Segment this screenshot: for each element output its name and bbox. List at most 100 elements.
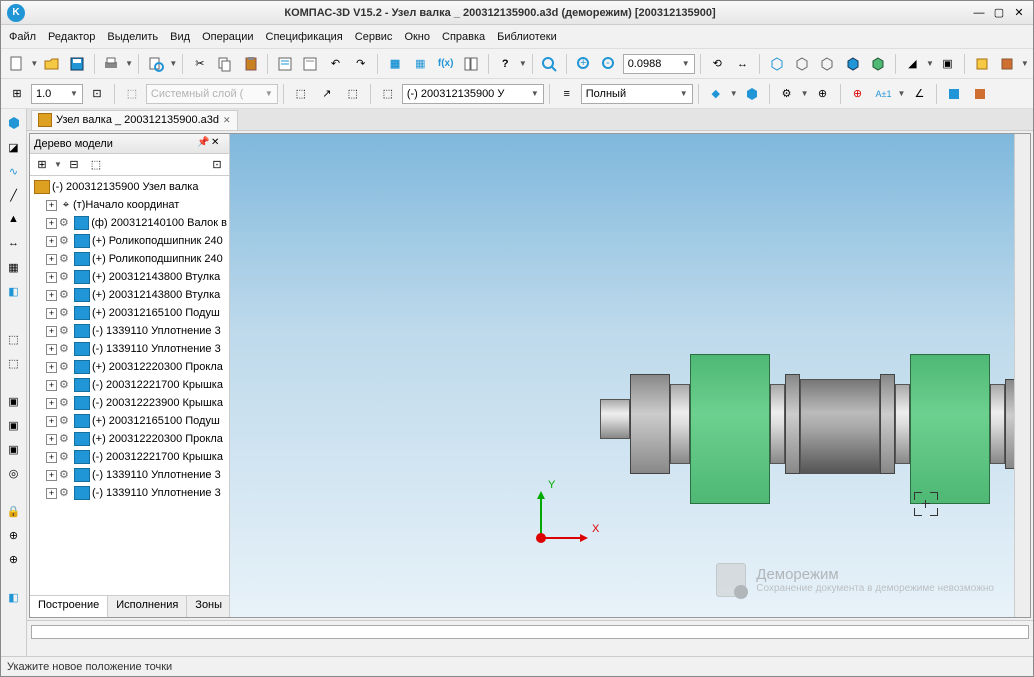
tree-body[interactable]: (-) 200312135900 Узел валка + ⌖ (т)Начал… [30,176,229,595]
menu-spec[interactable]: Спецификация [266,31,343,43]
expand-icon[interactable]: + [46,398,57,409]
tree-item[interactable]: +⚙(-) 1339110 Уплотнение 3 [32,322,227,340]
expand-icon[interactable]: + [46,308,57,319]
ortho-button[interactable]: ⊞ [5,82,29,106]
ltool-cube-icon[interactable] [4,113,24,133]
ltool-sketch-icon[interactable]: ⬚ [4,329,24,349]
ltool-point-icon[interactable]: ▲ [4,209,24,229]
menu-ops[interactable]: Операции [202,31,253,43]
proj1-button[interactable]: ⬚ [289,82,313,106]
tree-root[interactable]: (-) 200312135900 Узел валка [32,178,227,196]
props2-button[interactable] [298,52,321,76]
expand-icon[interactable]: + [46,488,57,499]
cube1-button[interactable] [970,52,993,76]
doc-tab[interactable]: Узел валка _ 200312135900.a3d ✕ [31,110,238,130]
menu-edit[interactable]: Редактор [48,31,95,43]
cube4-button[interactable] [968,82,992,106]
ltool-lib4-icon[interactable]: ◎ [4,463,24,483]
tree-item[interactable]: +⚙(-) 200312221700 Крышка [32,376,227,394]
expand-icon[interactable]: + [46,326,57,337]
lib-button[interactable]: ▦ [383,52,406,76]
perspective-button[interactable]: ◢ [901,52,924,76]
props-button[interactable] [273,52,296,76]
menu-file[interactable]: Файл [9,31,36,43]
print-dropdown[interactable]: ▼ [125,59,133,68]
style-button[interactable]: ≡ [555,82,579,106]
pan-button[interactable]: ↔ [731,52,754,76]
tree-item[interactable]: +⚙(-) 200312223900 Крышка [32,394,227,412]
tree-origin[interactable]: + ⌖ (т)Начало координат [32,196,227,214]
proj2-button[interactable]: ↗ [315,82,339,106]
ltool-lock-icon[interactable]: 🔒 [4,501,24,521]
tree-item[interactable]: +⚙(-) 200312221700 Крышка [32,448,227,466]
ltool-m1-icon[interactable]: ⊕ [4,525,24,545]
new-button[interactable] [5,52,28,76]
tree-tool1[interactable]: ⊞ [32,156,52,174]
tree-item[interactable]: +⚙(ф) 200312140100 Валок в [32,214,227,232]
layer-button[interactable]: ⬚ [120,82,144,106]
feat1-button[interactable]: ⚙ [775,82,799,106]
rotate-button[interactable]: ⟲ [706,52,729,76]
snap-button[interactable]: ⊡ [85,82,109,106]
menu-service[interactable]: Сервис [355,31,393,43]
ltool-face-icon[interactable]: ◪ [4,137,24,157]
ltool-edit-icon[interactable]: ▦ [4,257,24,277]
cut-button[interactable]: ✂ [188,52,211,76]
expand-icon[interactable]: + [46,434,57,445]
expand-icon[interactable]: + [46,290,57,301]
bottom-track[interactable] [31,625,1029,639]
tree-item[interactable]: +⚙(+) 200312165100 Подуш [32,412,227,430]
maximize-button[interactable]: ▢ [991,5,1007,21]
expand-icon[interactable]: + [46,218,57,229]
ltool-line-icon[interactable]: ╱ [4,185,24,205]
tree-close-button[interactable]: ✕ [211,137,225,151]
ltool-sketch2-icon[interactable]: ⬚ [4,353,24,373]
tree-tool4[interactable]: ⊡ [207,156,227,174]
menu-help[interactable]: Справка [442,31,485,43]
render1-button[interactable]: ◆ [704,82,728,106]
tree-item[interactable]: +⚙(-) 1339110 Уплотнение 3 [32,340,227,358]
tree-tab-exec[interactable]: Исполнения [108,596,187,617]
feat2-button[interactable]: ⊕ [811,82,835,106]
tree-item[interactable]: +⚙(+) 200312165100 Подуш [32,304,227,322]
ltool-dim-icon[interactable]: ↔ [4,233,24,253]
anno1-button[interactable]: ⊕ [846,82,870,106]
expand-icon[interactable]: + [46,200,57,211]
tree-item[interactable]: +⚙(-) 1339110 Уплотнение 3 [32,466,227,484]
zoomout-button[interactable]: - [597,52,620,76]
orient-select[interactable]: (-) 200312135900 У▼ [402,84,544,104]
menu-window[interactable]: Окно [404,31,430,43]
anno2-button[interactable]: A±1 [872,82,896,106]
lineweight-input[interactable]: ▼ [31,84,83,104]
print-button[interactable] [100,52,123,76]
expand-icon[interactable]: + [46,452,57,463]
preview-button[interactable] [144,52,167,76]
style-select[interactable]: Полный▼ [581,84,693,104]
anno3-button[interactable]: ∠ [907,82,931,106]
menu-select[interactable]: Выделить [107,31,158,43]
tree-item[interactable]: +⚙(+) 200312220300 Прокла [32,430,227,448]
close-button[interactable]: ✕ [1011,5,1027,21]
iso1-button[interactable] [765,52,788,76]
ltool-shell-icon[interactable]: ◧ [4,587,24,607]
cube2-button[interactable] [996,52,1019,76]
viewport-3d[interactable]: Y X Деморежим Сохранение [230,134,1014,617]
menu-libs[interactable]: Библиотеки [497,31,557,43]
new-dropdown[interactable]: ▼ [30,59,38,68]
tree-tab-build[interactable]: Построение [30,596,108,617]
shaded-button[interactable] [841,52,864,76]
expand-icon[interactable]: + [46,236,57,247]
tree-item[interactable]: +⚙(+) 200312143800 Втулка [32,286,227,304]
undo-button[interactable]: ↶ [324,52,347,76]
zoom-field[interactable] [628,56,678,72]
help-button[interactable]: ? [494,52,517,76]
tree-item[interactable]: +⚙(+) Роликоподшипник 240 [32,250,227,268]
help-dropdown[interactable]: ▼ [519,59,527,68]
render2-button[interactable] [740,82,764,106]
preview-dropdown[interactable]: ▼ [169,59,177,68]
shaded2-button[interactable] [866,52,889,76]
viewport-scrollbar[interactable] [1014,134,1030,617]
tree-button[interactable] [459,52,482,76]
expand-icon[interactable]: + [46,254,57,265]
doc-tab-close[interactable]: ✕ [223,115,231,126]
